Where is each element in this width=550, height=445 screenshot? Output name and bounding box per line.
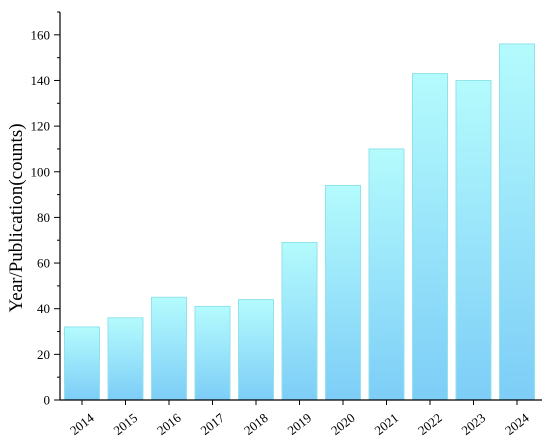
x-tick-label-2023: 2023 (459, 410, 489, 438)
bar-2022 (412, 73, 448, 401)
y-tick-label: 40 (37, 301, 50, 316)
y-tick-label: 0 (44, 393, 51, 408)
bar-2024 (499, 43, 535, 401)
bar-2015 (107, 317, 144, 401)
y-tick-label: 100 (31, 164, 51, 179)
bar-2016 (151, 296, 187, 401)
y-tick-label: 20 (37, 347, 50, 362)
y-tick-label: 140 (31, 73, 51, 88)
y-tick-label: 60 (37, 256, 50, 271)
x-tick-label-2021: 2021 (372, 410, 402, 438)
bar-2020 (325, 184, 361, 401)
bar-2019 (281, 242, 318, 401)
x-tick-label-2019: 2019 (285, 410, 315, 438)
bars-layer (64, 43, 535, 401)
y-tick-label: 80 (37, 210, 50, 225)
x-tick-label-2020: 2020 (328, 410, 358, 438)
bar-2018 (238, 299, 274, 401)
y-axis-label: Year/Publication(counts) (6, 123, 27, 312)
x-tick-label-2016: 2016 (154, 410, 184, 438)
x-tick-label-2014: 2014 (67, 410, 97, 438)
y-tick-label: 160 (31, 27, 51, 42)
x-tick-label-2024: 2024 (502, 410, 532, 438)
bar-2014 (64, 326, 100, 401)
x-tick-label-2022: 2022 (415, 410, 445, 438)
x-tick-label-2015: 2015 (111, 410, 141, 438)
bar-2021 (368, 148, 405, 401)
bar-2023 (455, 79, 492, 401)
x-tick-label-2017: 2017 (198, 410, 228, 438)
y-tick-label: 120 (31, 119, 51, 134)
x-tick-label-2018: 2018 (241, 410, 271, 438)
labels-layer: Year/Publication(counts) (6, 123, 27, 312)
bar-2017 (194, 305, 231, 401)
